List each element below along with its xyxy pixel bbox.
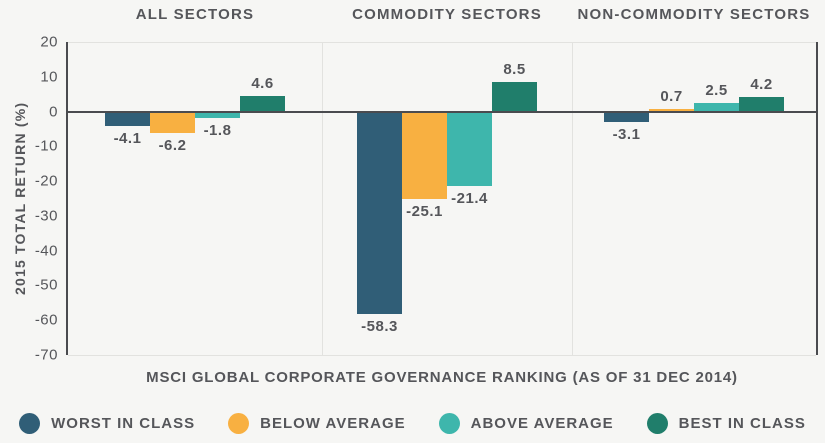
bar (105, 111, 150, 126)
y-tick-label: -30 (34, 207, 58, 225)
bar-value-label: -1.8 (203, 121, 232, 139)
legend-swatch-circle (438, 412, 460, 434)
plot-bottom-border (68, 355, 816, 356)
bar (195, 111, 240, 118)
bar (739, 96, 784, 112)
bar (694, 102, 739, 112)
bar-value-label: -6.2 (158, 137, 187, 155)
legend: WORST IN CLASS BELOW AVERAGE ABOVE AVERAGE… (0, 408, 825, 438)
y-axis-title: 2015 TOTAL RETURN (%) (12, 101, 28, 296)
y-tick-label: 0 (49, 103, 58, 121)
legend-item: WORST IN CLASS (19, 412, 196, 434)
legend-item: BEST IN CLASS (646, 412, 806, 434)
y-tick-label: 20 (40, 33, 58, 51)
bar-value-label: -4.1 (113, 129, 142, 147)
legend-item: BELOW AVERAGE (228, 412, 406, 434)
bar (357, 111, 402, 315)
right-spine (816, 42, 818, 355)
y-tick-label: -40 (34, 242, 58, 260)
legend-label: BEST IN CLASS (678, 414, 806, 432)
panel-title: ALL SECTORS (135, 6, 255, 23)
bar (150, 111, 195, 134)
panel-title: COMMODITY SECTORS (352, 6, 542, 23)
y-tick-label: -60 (34, 311, 58, 329)
bar-value-label: 8.5 (503, 60, 526, 78)
bar-value-label: 4.2 (750, 75, 773, 93)
panel-title: NON-COMMODITY SECTORS (577, 6, 811, 23)
bar (402, 111, 447, 199)
y-axis-spine (66, 42, 68, 355)
y-tick-label: -50 (34, 276, 58, 294)
y-tick-label: -10 (34, 137, 58, 155)
bar-value-label: -21.4 (451, 189, 488, 207)
y-tick-label: 10 (40, 68, 58, 86)
bar-value-label: -58.3 (361, 318, 398, 336)
bar-value-label: -3.1 (612, 126, 641, 144)
plot-top-border (68, 42, 816, 43)
legend-swatch-circle (228, 412, 250, 434)
bar (649, 109, 694, 112)
panel-divider (572, 42, 573, 355)
legend-label: ABOVE AVERAGE (470, 414, 614, 432)
panel-divider (322, 42, 323, 355)
legend-swatch-circle (19, 412, 41, 434)
legend-label: BELOW AVERAGE (260, 414, 406, 432)
bar-value-label: 0.7 (660, 88, 683, 106)
x-axis-title: MSCI GLOBAL CORPORATE GOVERNANCE RANKING… (146, 369, 738, 386)
bar-value-label: -25.1 (406, 202, 443, 220)
y-tick-label: -20 (34, 172, 58, 190)
legend-swatch-circle (646, 412, 668, 434)
bar-value-label: 2.5 (705, 81, 728, 99)
legend-label: WORST IN CLASS (51, 414, 196, 432)
bar (604, 111, 649, 123)
bar-value-label: 4.6 (251, 74, 274, 92)
zero-line (68, 110, 816, 113)
bar (240, 95, 285, 112)
bar (492, 81, 537, 112)
bar (447, 111, 492, 186)
legend-item: ABOVE AVERAGE (438, 412, 614, 434)
y-tick-label: -70 (34, 346, 58, 364)
